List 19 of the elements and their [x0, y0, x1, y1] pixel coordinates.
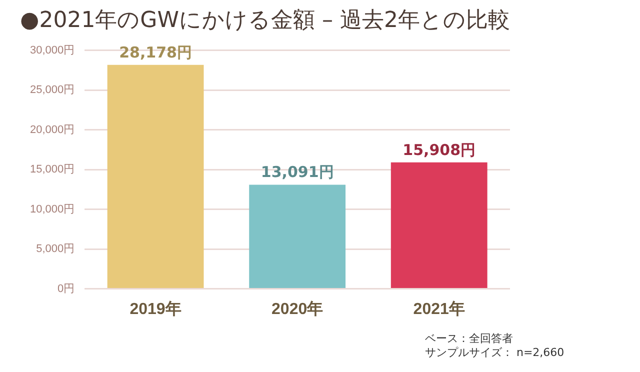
chart-title: ●2021年のGWにかける金額 – 過去2年との比較 — [20, 8, 510, 33]
data-label: 13,091円 — [260, 163, 334, 182]
y-tick-label: 10,000円 — [30, 203, 75, 216]
y-tick-label: 25,000円 — [30, 84, 75, 96]
y-tick-label: 30,000円 — [30, 44, 75, 56]
data-label: 15,908円 — [402, 140, 476, 159]
text: サンプルサイズ： n=2,660 — [425, 346, 564, 360]
x-tick-label: 2020年 — [272, 300, 324, 318]
x-tick-label: 2021年 — [413, 300, 465, 318]
text: ベース：全回答者 — [425, 332, 514, 346]
y-tick-label: 5,000円 — [36, 243, 75, 256]
bar — [107, 64, 204, 288]
x-tick-label: 2019年 — [130, 300, 182, 318]
bar — [390, 162, 488, 288]
data-label: 28,178円 — [119, 43, 192, 62]
y-tick-label: 20,000円 — [30, 124, 75, 136]
bar — [249, 184, 346, 288]
y-tick-label: 0円 — [58, 282, 75, 295]
y-tick-label: 15,000円 — [30, 164, 75, 176]
